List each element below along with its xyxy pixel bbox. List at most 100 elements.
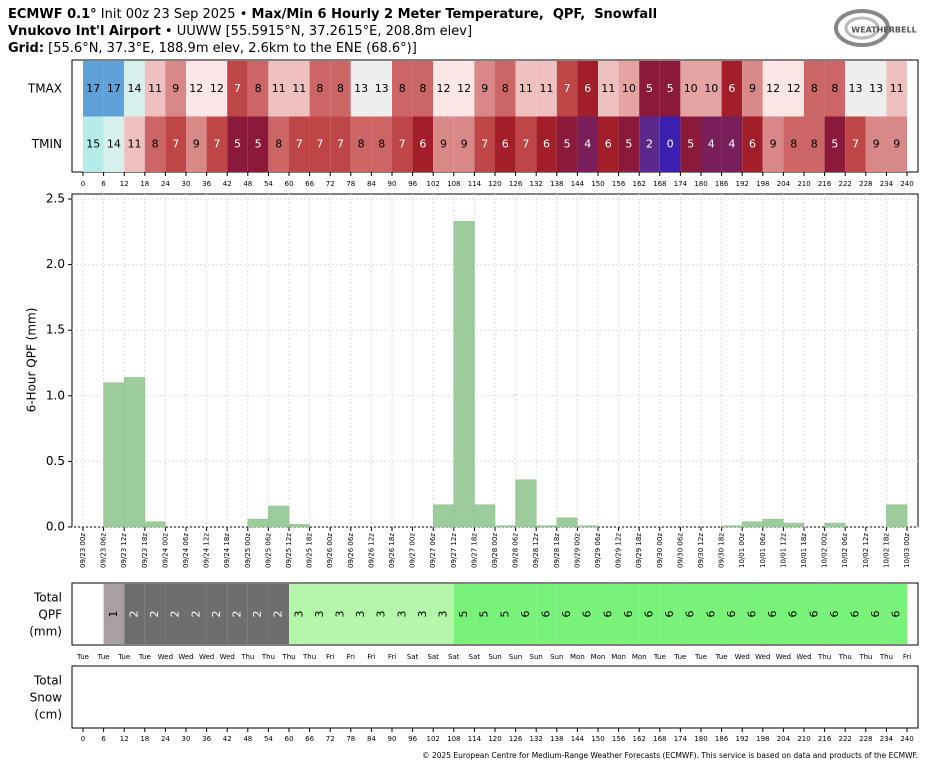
qpf-total-value: 6 [828,611,841,618]
panel-label: Snow [30,691,63,705]
hour-label: 240 [900,735,913,743]
temp-value: 7 [337,137,344,150]
hour-label: 36 [202,180,211,188]
temp-value: 8 [378,137,385,150]
temp-cell [556,116,578,172]
logo-text: WEATHERBELL [851,26,916,35]
temp-value: 8 [337,82,344,95]
qpf-total-value: 6 [601,611,614,618]
day-label: Sat [427,653,439,661]
qpf-total-cell [495,584,516,644]
header-line: Vnukovo Int'l Airport • UUWW [55.5915°N,… [8,24,472,39]
qpf-total-value: 2 [189,611,202,618]
temp-cell [495,61,516,117]
temp-cell [639,116,660,172]
qpf-total-cell [639,584,660,644]
hour-label: 198 [756,180,769,188]
x-tick-label: 09/26 00z [326,533,334,568]
qpf-total-value: 2 [272,611,285,618]
temp-cell [371,61,392,117]
qpf-total-value: 6 [787,611,800,618]
temp-cell [371,116,392,172]
temp-value: 7 [296,137,303,150]
temp-cell [515,61,537,117]
temp-cell [83,116,104,172]
qpf-total-cell [103,584,125,644]
hour-label: 12 [120,735,129,743]
qpf-total-value: 5 [457,611,470,618]
qpf-total-cell [659,584,681,644]
bar [288,524,310,528]
x-tick-label: 09/30 00z [656,533,664,568]
temp-value: 7 [481,137,488,150]
x-tick-label: 09/23 06z [100,533,108,568]
hour-label: 54 [264,180,273,188]
temp-value: 17 [107,82,121,95]
temp-value: 6 [543,137,550,150]
bar [494,525,516,528]
temp-value: 8 [316,82,323,95]
x-tick-label: 09/29 06z [594,533,602,568]
x-tick-label: 09/30 12z [697,533,705,568]
temp-value: 15 [86,137,100,150]
bar [144,521,166,528]
qpf-total-cell [350,584,372,644]
qpf-total-cell [845,584,866,644]
hour-label: 12 [120,180,129,188]
temp-cell [701,116,722,172]
temp-value: 4 [728,137,735,150]
temp-value: 6 [728,82,735,95]
temp-cell [309,61,331,117]
qpf-total-value: 6 [890,611,903,618]
temp-value: 8 [419,82,426,95]
bar [515,479,537,528]
temp-value: 7 [213,137,220,150]
qpf-total-cell [268,584,289,644]
bar [556,517,578,528]
temp-cell [165,116,186,172]
temp-value: 12 [210,82,224,95]
temp-cell [659,116,681,172]
temp-value: 9 [893,137,900,150]
y-tick-label: 2.5 [46,192,65,206]
qpf-total-cell [536,584,557,644]
temp-value: 6 [605,137,612,150]
x-tick-label: 10/02 00z [821,533,829,568]
qpf-total-cell [865,584,887,644]
hour-label: 210 [797,180,810,188]
qpf-total-cell [762,584,784,644]
temp-value: 11 [519,82,533,95]
temp-value: 5 [234,137,241,150]
hour-label: 138 [550,735,563,743]
hour-label: 222 [839,180,852,188]
day-label: Fri [347,653,355,661]
temp-cell [144,61,166,117]
hour-label: 144 [571,180,585,188]
temp-cell [289,116,310,172]
hour-label: 48 [243,180,252,188]
temp-cell [742,116,763,172]
temp-cell [577,116,598,172]
x-tick-label: 09/23 12z [120,533,128,568]
qpf-total-value: 3 [334,611,347,618]
x-tick-label: 09/28 00z [491,533,499,568]
hour-label: 168 [653,735,666,743]
qpf-total-cell [371,584,392,644]
bar [741,521,764,528]
temp-cell [886,116,907,172]
x-tick-label: 09/29 18z [635,533,643,568]
temp-cell [433,61,454,117]
day-label: Wed [199,653,214,661]
x-tick-label: 09/28 12z [532,533,540,568]
temp-cell [124,116,145,172]
temp-cell [783,116,804,172]
snow-frame [71,665,919,729]
day-label: Sun [488,653,501,661]
temp-value: 7 [399,137,406,150]
hour-label: 192 [736,180,749,188]
temp-value: 11 [540,82,554,95]
hour-label: 174 [674,180,688,188]
temp-cell [762,61,784,117]
hour-label: 90 [388,180,397,188]
hour-label: 90 [388,735,397,743]
